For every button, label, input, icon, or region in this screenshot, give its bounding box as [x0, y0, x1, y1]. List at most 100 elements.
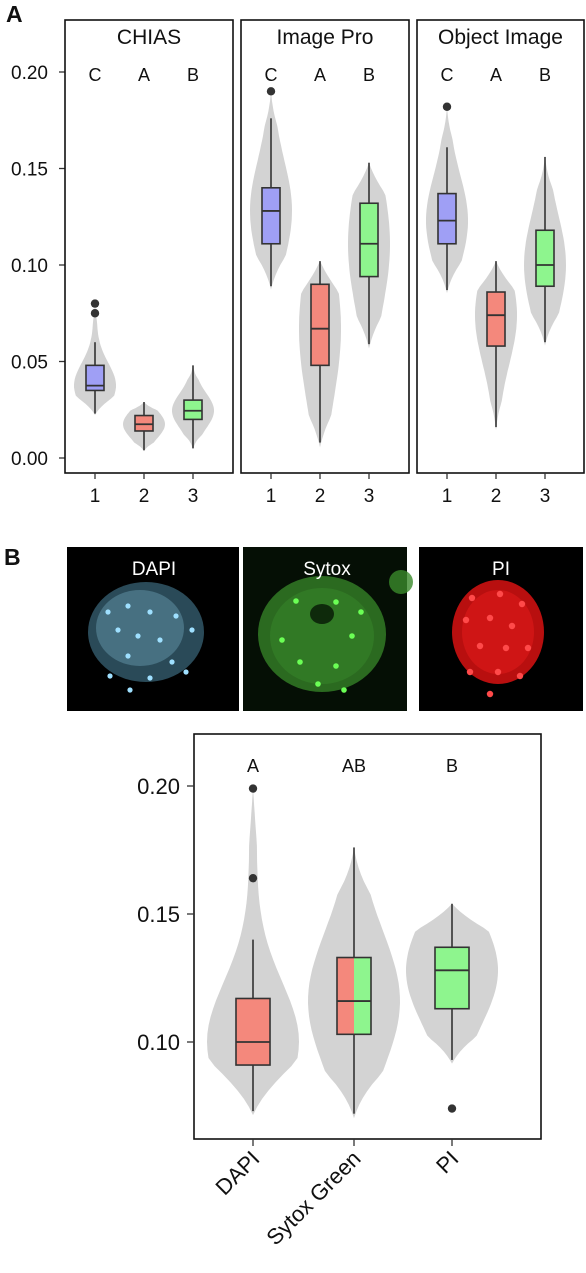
sig-letter-a-1-1: A — [314, 65, 326, 85]
nucleus-spot-sytoxDots-6 — [333, 663, 339, 669]
nucleus-spot-dapiDots-11 — [147, 675, 153, 681]
box-b-0 — [235, 997, 271, 1066]
micrograph-sytox: Sytox — [243, 547, 413, 711]
x-tick-label-a-0-1: 2 — [139, 486, 150, 507]
micrograph-pi: PI — [419, 547, 583, 711]
nucleus-spot-sytoxDots-3 — [279, 637, 285, 643]
nucleus-spot-sytoxDots-7 — [315, 681, 321, 687]
outlier-b-2-0 — [447, 1104, 457, 1113]
box-a-2-0 — [437, 192, 457, 245]
nucleus-spot-sytoxDots-4 — [349, 633, 355, 639]
nucleus-spot-piDots-10 — [494, 668, 502, 676]
outlier-a-2-0-0 — [442, 102, 452, 111]
outlier-a-1-0-0 — [266, 87, 276, 96]
sig-letter-a-2-2: B — [539, 65, 551, 85]
nucleus-spot-piDots-12 — [486, 690, 494, 698]
nucleus-spot-dapiDots-12 — [183, 669, 189, 675]
nucleus-spot-dapiDots-13 — [127, 687, 133, 693]
nucleus-spot-piDots-8 — [524, 644, 532, 652]
micrograph-row: DAPI Sytox PI — [67, 547, 583, 711]
sig-letter-a-2-1: A — [490, 65, 502, 85]
facet-1: Image Pro C 1 A 2 B 3 — [240, 19, 410, 507]
outlier-a-0-0-1 — [90, 299, 100, 308]
box-a-0-2 — [183, 399, 203, 421]
facet-title-1: Image Pro — [277, 26, 374, 49]
sig-letter-b-2: B — [446, 756, 458, 776]
nucleus-spot-piDots-5 — [508, 622, 516, 630]
facet-2: Object Image C 1 A 2 B 3 — [416, 19, 585, 507]
nucleus-spot-dapiDots-2 — [147, 609, 153, 615]
y-tick-label-b-2: 0.20 — [137, 774, 180, 799]
outlier-a-0-0-0 — [90, 309, 100, 318]
x-tick-label-a-0-2: 3 — [188, 486, 199, 507]
sig-letter-a-0-1: A — [138, 65, 150, 85]
nucleus-spot-dapiDots-6 — [135, 633, 141, 639]
nucleus-spot-piDots-4 — [486, 614, 494, 622]
sig-letter-a-0-2: B — [187, 65, 199, 85]
micrograph-label-dapi: DAPI — [132, 559, 176, 580]
y-tick-label-a-4: 0.20 — [11, 63, 48, 84]
sig-letter-a-1-2: B — [363, 65, 375, 85]
box-outline-b-1 — [336, 956, 372, 1036]
sig-letter-b-0: A — [247, 756, 259, 776]
nucleus-spot-dapiDots-9 — [169, 659, 175, 665]
sig-letter-a-1-0: C — [265, 65, 278, 85]
sig-letter-b-1: AB — [342, 756, 366, 776]
x-tick-label-a-1-1: 2 — [315, 486, 326, 507]
box-left-b-1 — [337, 957, 354, 1035]
box-a-1-0 — [261, 187, 281, 245]
facet-0: CHIAS C 1 A 2 B 3 — [64, 19, 234, 507]
outlier-b-0-1 — [248, 784, 258, 793]
y-tick-label-b-1: 0.15 — [137, 902, 180, 927]
box-a-2-2 — [535, 229, 555, 288]
nucleus-spot-dapiDots-1 — [125, 603, 131, 609]
nucleus-spot-dapiDots-3 — [173, 613, 179, 619]
nucleus-spot-piDots-9 — [466, 668, 474, 676]
x-tick-label-b-1: Sytox Green — [261, 1146, 365, 1250]
x-tick-label-b-2: PI — [431, 1146, 463, 1178]
y-tick-label-a-2: 0.10 — [11, 256, 48, 277]
x-tick-label-a-1-0: 1 — [266, 486, 277, 507]
x-tick-label-a-2-2: 3 — [540, 486, 551, 507]
box-a-0-0 — [85, 364, 105, 392]
nucleus-spot-piDots-11 — [516, 672, 524, 680]
box-b-2 — [434, 946, 470, 1010]
nucleus-spot-dapiDots-4 — [189, 627, 195, 633]
y-tick-label-b-0: 0.10 — [137, 1030, 180, 1055]
nucleus-spot-piDots-7 — [502, 644, 510, 652]
nucleus-spot-sytoxDots-5 — [297, 659, 303, 665]
box-right-b-1 — [354, 957, 371, 1035]
nucleus-spot-dapiDots-10 — [107, 673, 113, 679]
y-tick-label-a-1: 0.05 — [11, 353, 48, 374]
x-tick-label-a-1-2: 3 — [364, 486, 375, 507]
panel-b-letter: B — [4, 544, 21, 570]
sig-letter-a-2-0: C — [441, 65, 454, 85]
x-tick-label-a-2-1: 2 — [491, 486, 502, 507]
micrograph-dapi: DAPI — [67, 547, 239, 711]
nucleus-spot-sytoxDots-2 — [358, 609, 364, 615]
nucleus-spot-dapiDots-7 — [157, 637, 163, 643]
nucleus-spot-piDots-3 — [462, 616, 470, 624]
panel-b-chart: 0.10 0.15 0.20 A DAPI AB Sytox Green B PI — [137, 733, 542, 1250]
nucleus-spot-sytoxDots-8 — [341, 687, 347, 693]
nucleus-spot-dapiDots-5 — [115, 627, 121, 633]
x-tick-label-b-0: DAPI — [211, 1146, 265, 1200]
box-a-2-1 — [486, 291, 506, 347]
x-tick-label-a-0-0: 1 — [90, 486, 101, 507]
facet-title-2: Object Image — [438, 26, 563, 49]
x-tick-label-a-2-0: 1 — [442, 486, 453, 507]
nucleus-spot-piDots-2 — [518, 600, 526, 608]
nucleus-spot-piDots-0 — [468, 594, 476, 602]
y-tick-label-a-0: 0.00 — [11, 449, 48, 470]
facet-title-0: CHIAS — [117, 26, 181, 49]
panel-a-letter: A — [6, 1, 23, 27]
nucleus-spot-piDots-6 — [476, 642, 484, 650]
micrograph-label-pi: PI — [492, 559, 510, 580]
nucleus-spot-piDots-1 — [496, 590, 504, 598]
box-a-1-2 — [359, 202, 379, 278]
y-tick-label-a-3: 0.15 — [11, 160, 48, 181]
nucleus-spot-sytoxDots-1 — [333, 599, 339, 605]
sig-letter-a-0-0: C — [89, 65, 102, 85]
